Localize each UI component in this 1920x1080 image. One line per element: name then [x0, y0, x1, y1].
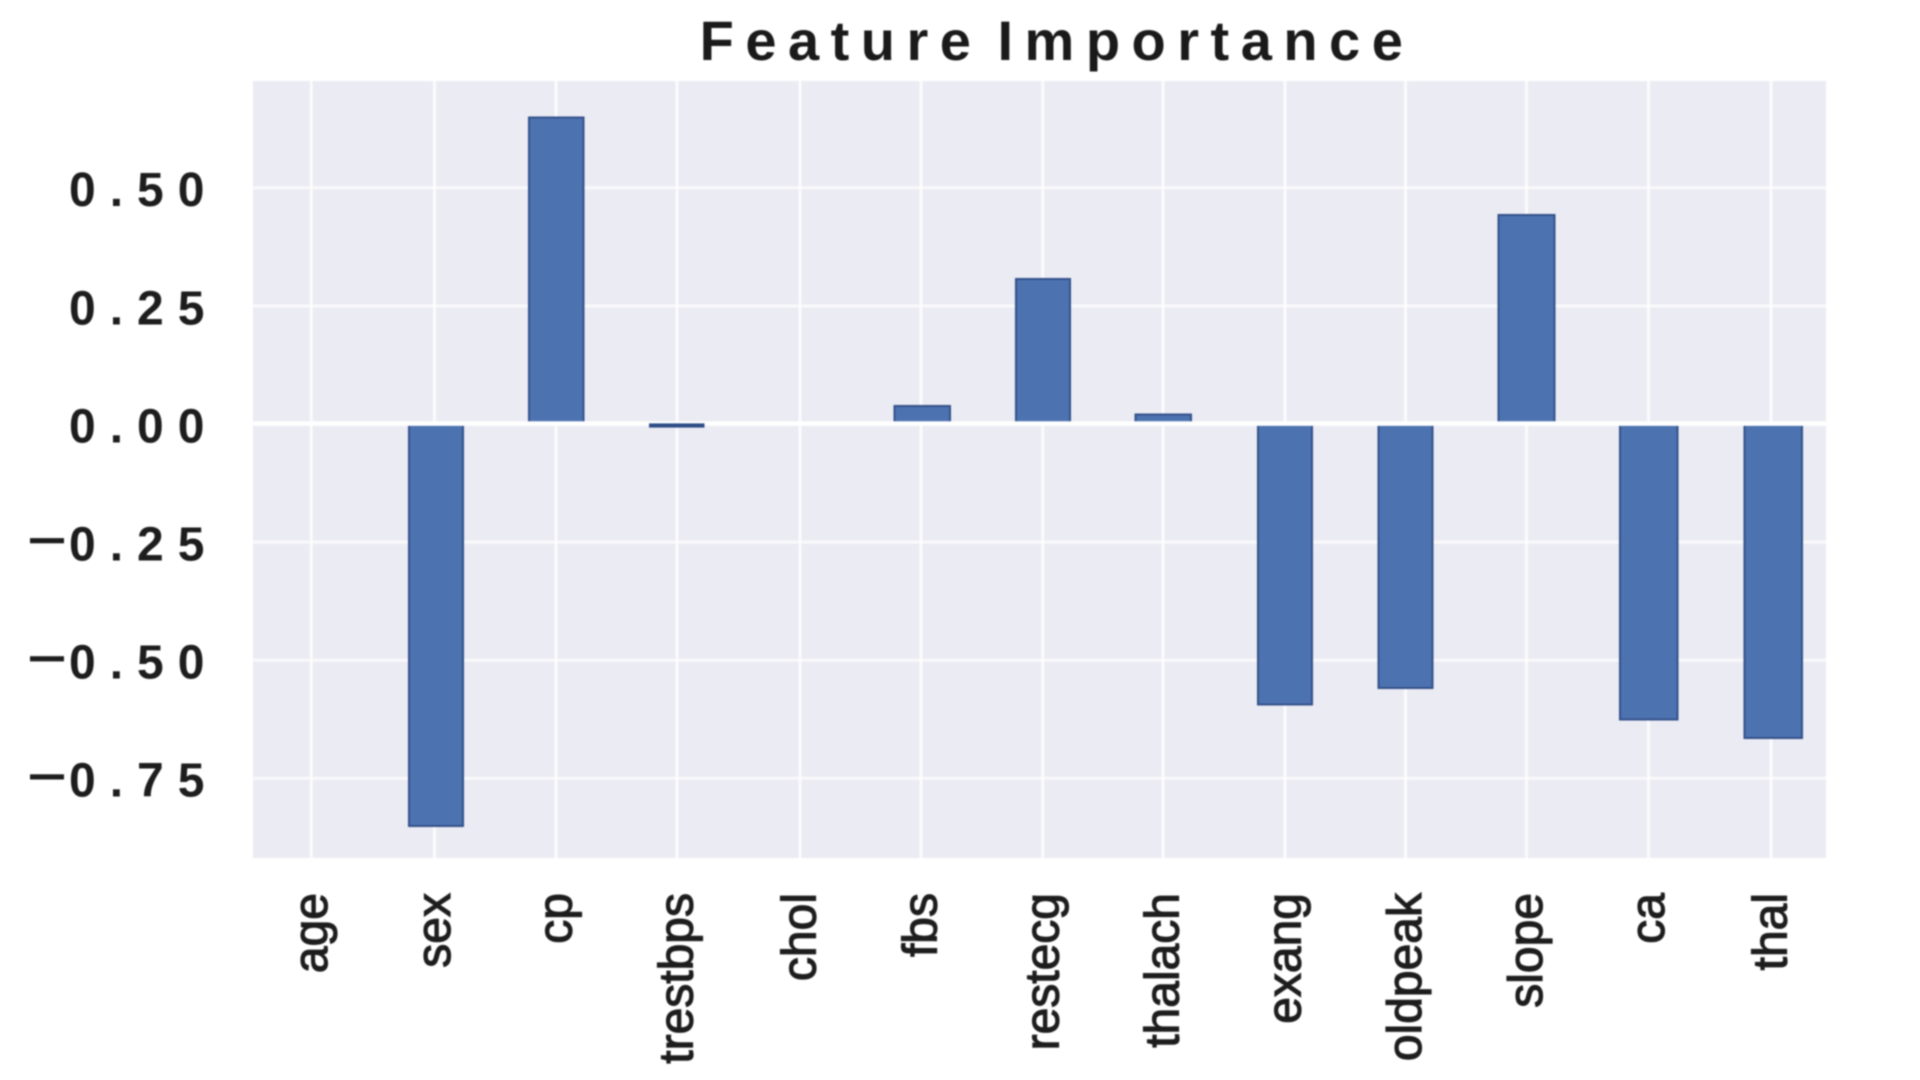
svg-text:cp: cp — [530, 893, 583, 944]
svg-text:exang: exang — [1259, 893, 1312, 1024]
svg-text:0.50: 0.50 — [69, 164, 218, 217]
svg-text:chol: chol — [774, 893, 827, 981]
svg-text:0.00: 0.00 — [69, 400, 218, 453]
svg-text:age: age — [285, 893, 338, 973]
svg-text:oldpeak: oldpeak — [1379, 892, 1432, 1061]
svg-text:fbs: fbs — [895, 893, 948, 957]
svg-text:0.75: 0.75 — [69, 755, 218, 808]
svg-text:Feature Importance: Feature Importance — [700, 9, 1415, 72]
svg-text:ca: ca — [1622, 893, 1675, 944]
svg-text:restecg: restecg — [1016, 893, 1069, 1050]
svg-text:thalach: thalach — [1137, 893, 1190, 1048]
svg-text:slope: slope — [1500, 893, 1553, 1008]
svg-text:trestbps: trestbps — [651, 893, 704, 1064]
svg-text:0.25: 0.25 — [69, 282, 218, 335]
svg-text:0.25: 0.25 — [69, 518, 218, 571]
svg-text:thal: thal — [1745, 893, 1798, 970]
svg-text:sex: sex — [408, 893, 461, 968]
svg-text:0.50: 0.50 — [69, 637, 218, 690]
